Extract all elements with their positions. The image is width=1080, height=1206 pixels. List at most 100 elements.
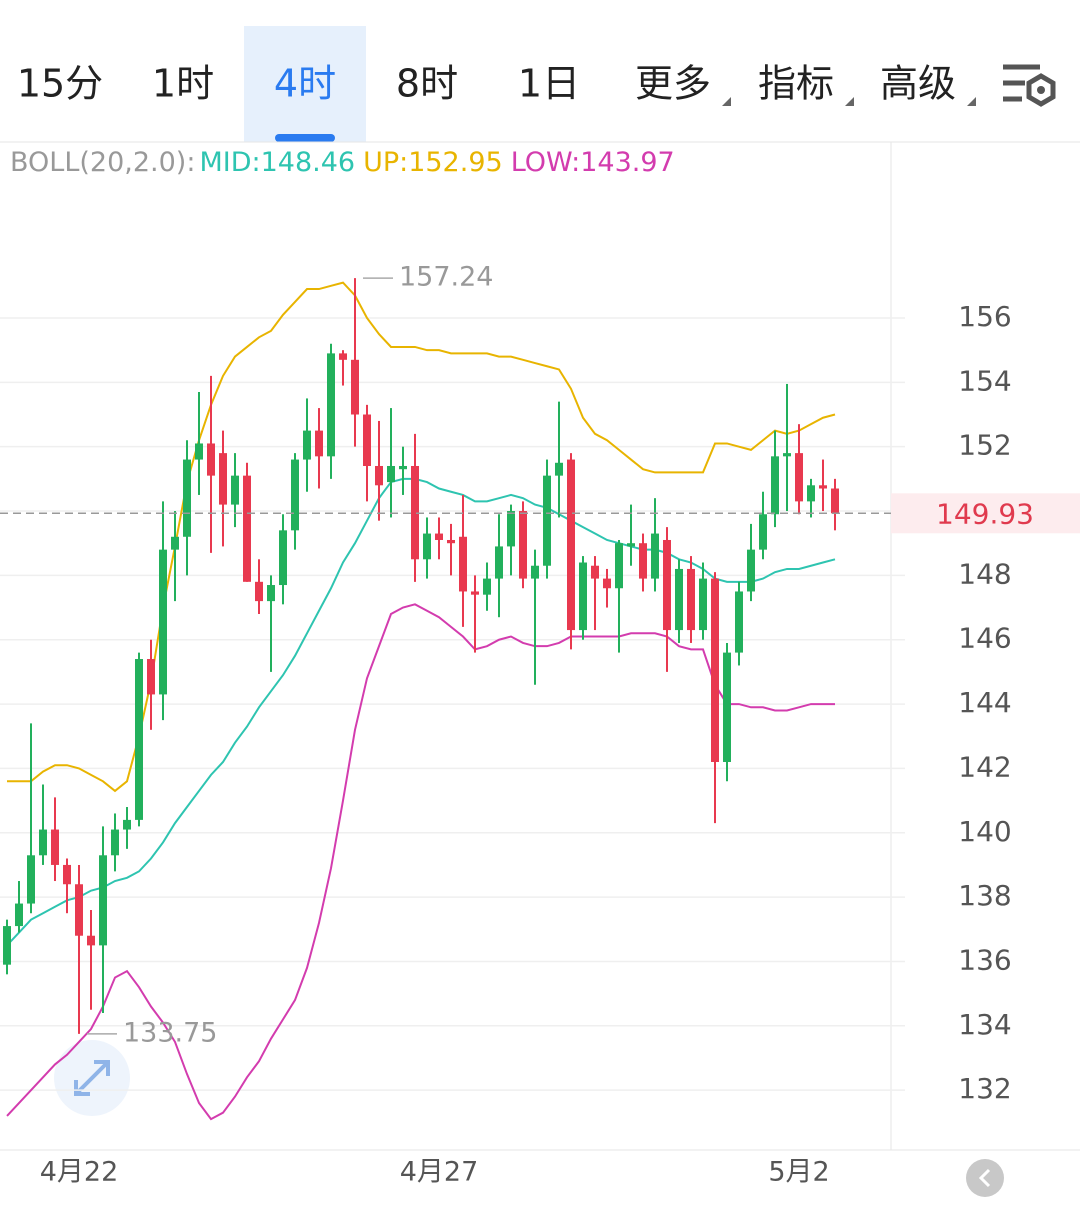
- tab[interactable]: 4时: [274, 62, 336, 106]
- candle-body: [807, 485, 815, 502]
- candle-body: [639, 543, 647, 579]
- x-tick-label: 4月22: [40, 1157, 119, 1188]
- candle-body: [279, 530, 287, 586]
- candle-body: [423, 533, 431, 560]
- candle-body: [207, 443, 215, 476]
- candle-body: [567, 459, 575, 631]
- candle-body: [555, 462, 563, 476]
- active-tab-indicator: [275, 134, 335, 142]
- candle-body: [543, 475, 551, 566]
- tab[interactable]: 指标: [758, 62, 834, 106]
- candle-body: [75, 884, 83, 936]
- y-tick-label: 144: [958, 686, 1011, 719]
- toolbar-icon[interactable]: [1003, 64, 1056, 107]
- y-tick-label: 146: [958, 622, 1011, 655]
- candle-body: [363, 414, 371, 466]
- candle-body: [747, 549, 755, 592]
- candle-body: [723, 652, 731, 762]
- tab[interactable]: 高级: [880, 62, 956, 106]
- candle-body: [771, 456, 779, 515]
- candle-body: [687, 568, 695, 631]
- candle-body: [699, 578, 707, 631]
- candle-body: [111, 829, 119, 856]
- candle-body: [87, 935, 95, 946]
- candle-body: [831, 488, 839, 514]
- indicator-label: BOLL(20,2.0):: [10, 147, 195, 178]
- candle-body: [375, 465, 383, 486]
- expand-button[interactable]: [54, 1040, 130, 1116]
- indicator-legend: BOLL(20,2.0): MID:148.46 UP:152.95 LOW:143.…: [10, 147, 675, 178]
- x-tick-label: 5月2: [768, 1157, 829, 1188]
- candle-body: [471, 591, 479, 595]
- candle-body: [183, 459, 191, 537]
- candle-body: [783, 453, 791, 457]
- candle-body: [147, 659, 155, 695]
- candle-body: [819, 485, 827, 489]
- candle-body: [459, 536, 467, 592]
- candle-body: [51, 829, 59, 865]
- indicator-value: LOW:143.97: [511, 147, 675, 178]
- x-tick-label: 4月27: [400, 1157, 479, 1188]
- candle-body: [135, 659, 143, 820]
- plot: [0, 277, 905, 1121]
- candle-body: [735, 591, 743, 653]
- candle-body: [159, 549, 167, 695]
- candle-body: [27, 855, 35, 904]
- candle-body: [339, 353, 347, 360]
- tab[interactable]: 1日: [518, 62, 580, 106]
- candle-body: [627, 543, 635, 547]
- candle-body: [99, 855, 107, 946]
- candle-body: [255, 581, 263, 602]
- candle-body: [711, 578, 719, 762]
- candle-body: [507, 511, 515, 547]
- indicator-value: UP:152.95: [363, 147, 503, 178]
- candle-body: [3, 926, 11, 965]
- candle-body: [243, 475, 251, 582]
- candle-body: [519, 511, 527, 579]
- candle-body: [795, 453, 803, 502]
- candle-body: [483, 578, 491, 595]
- band-line: [6, 477, 836, 947]
- candle-body: [579, 562, 587, 631]
- last-price-bg: [891, 493, 1080, 534]
- band-line: [7, 281, 836, 793]
- extreme-label: 157.24: [399, 262, 493, 293]
- candle-body: [351, 359, 359, 415]
- y-tick-label: 138: [958, 879, 1011, 912]
- candle-body: [195, 443, 203, 460]
- y-tick-label: 142: [958, 750, 1011, 783]
- candle-body: [63, 864, 71, 885]
- candle-body: [219, 453, 227, 505]
- candle-body: [675, 568, 683, 631]
- candle-body: [495, 546, 503, 579]
- tab[interactable]: 更多: [635, 62, 711, 106]
- candle-body: [15, 903, 23, 927]
- y-tick-label: 156: [958, 300, 1011, 333]
- y-tick-label: 154: [958, 364, 1011, 397]
- candle-body: [267, 585, 275, 602]
- y-tick-label: 132: [958, 1072, 1011, 1105]
- candle-body: [303, 430, 311, 460]
- candle-body: [291, 459, 299, 531]
- candle-body: [327, 353, 335, 457]
- candle-body: [171, 536, 179, 550]
- candle-body: [231, 475, 239, 505]
- candle-body: [663, 539, 671, 631]
- candle-body: [435, 533, 443, 540]
- candle-body: [531, 565, 539, 579]
- tab[interactable]: 15分: [17, 62, 103, 106]
- dropdown-arrows: [722, 97, 976, 106]
- tab[interactable]: 8时: [396, 62, 458, 106]
- tab[interactable]: 1时: [152, 62, 214, 106]
- y-tick-label: 134: [958, 1008, 1011, 1041]
- indicator-value: MID:148.46: [199, 147, 355, 178]
- candle-body: [759, 514, 767, 550]
- candle-body: [123, 819, 131, 830]
- y-tick-label: 140: [958, 815, 1011, 848]
- extreme-label: 133.75: [123, 1017, 217, 1048]
- candle-body: [387, 465, 395, 483]
- candle-body: [447, 539, 455, 544]
- collapse-button[interactable]: [966, 1159, 1004, 1197]
- candle-body: [315, 430, 323, 457]
